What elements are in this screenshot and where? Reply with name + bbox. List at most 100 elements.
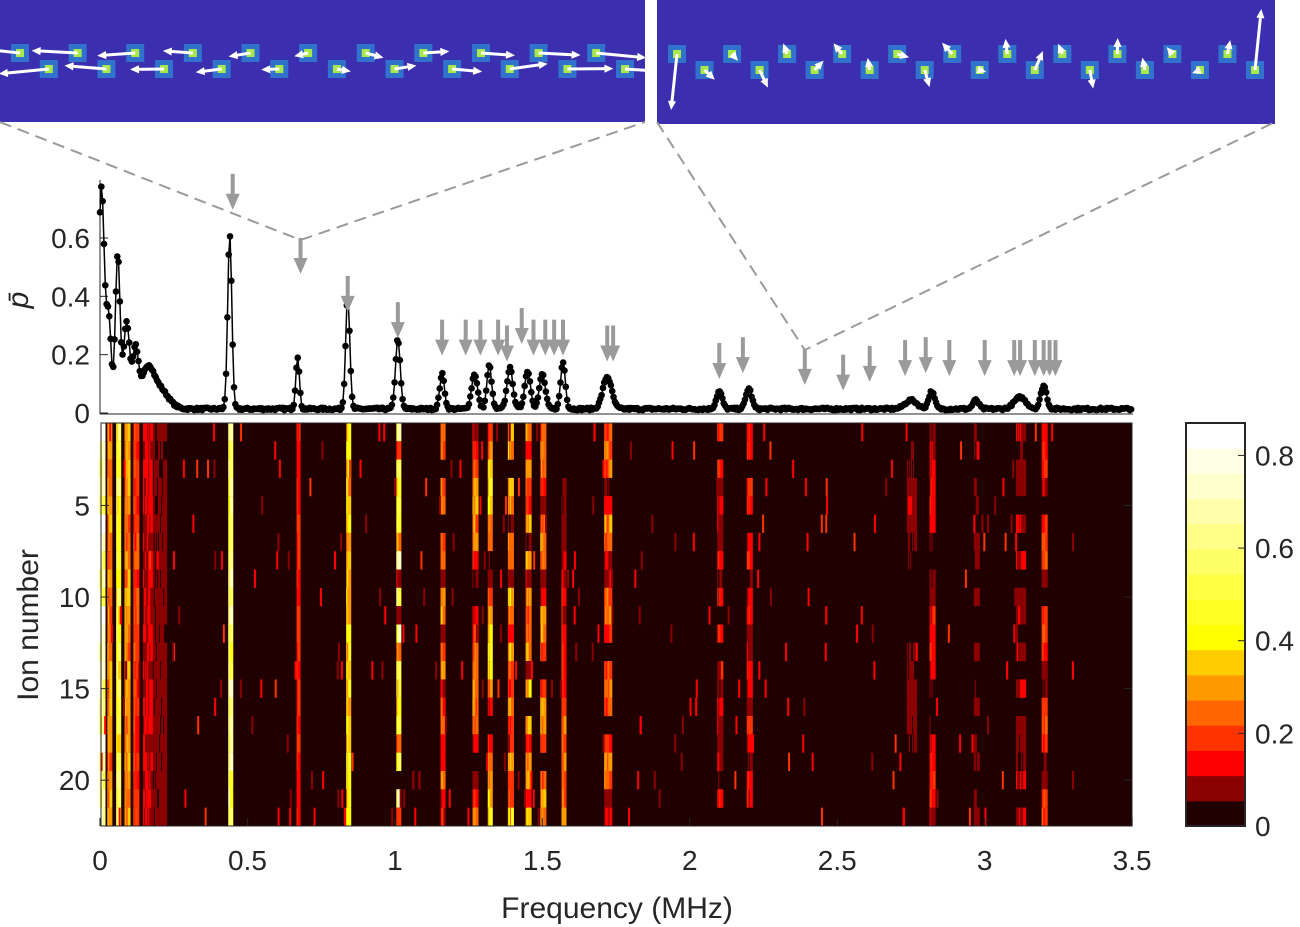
heatmap-cell xyxy=(136,459,140,478)
heatmap-cell xyxy=(1044,606,1048,625)
heatmap-cell xyxy=(127,587,131,607)
heatmap-cell xyxy=(425,477,428,497)
heatmap-cell xyxy=(109,514,113,533)
heatmap-cell xyxy=(239,679,242,698)
spectrum-point xyxy=(562,383,570,391)
heatmap-cell xyxy=(1018,606,1021,625)
colorbar-segment xyxy=(1186,448,1245,474)
colorbar-tick-label: 0.4 xyxy=(1255,626,1294,657)
spectrum-point xyxy=(1127,405,1135,413)
spectrum-point xyxy=(99,197,106,205)
heatmap-cell xyxy=(109,789,113,808)
heatmap-cell xyxy=(720,697,724,717)
displacement-arrow xyxy=(538,51,575,57)
heatmap-cell xyxy=(749,807,753,826)
heatmap-cell xyxy=(109,771,113,790)
heatmap-cell xyxy=(1072,532,1075,552)
heatmap-cell xyxy=(1019,624,1023,643)
heatmap-cell xyxy=(261,496,264,515)
heatmap-cell xyxy=(894,734,897,753)
heatmap-cell xyxy=(563,477,567,497)
heatmap-cell xyxy=(109,551,113,570)
heatmap-cell xyxy=(573,551,576,570)
spectrum-point xyxy=(508,368,515,376)
colorbar-segment xyxy=(1186,599,1245,625)
heatmap-cell xyxy=(609,679,613,698)
spectrum-point xyxy=(1044,396,1051,404)
y-axis-label: p̄ xyxy=(2,292,35,310)
heatmap-cell xyxy=(365,514,368,533)
heatmap-cell xyxy=(769,441,772,460)
spectrum-point xyxy=(1041,383,1049,391)
heatmap-cell xyxy=(769,587,772,607)
heatmap-cell xyxy=(489,642,493,662)
heatmap-cell xyxy=(573,606,576,625)
spectrum-point xyxy=(225,251,233,258)
heatmap-cell xyxy=(807,587,810,607)
spectrum-point xyxy=(541,379,548,387)
heatmap-cell xyxy=(803,697,806,717)
heatmap-cell xyxy=(932,789,936,808)
spectrum-point xyxy=(112,288,120,295)
heatmap-cell xyxy=(820,514,823,533)
heatmap-cell xyxy=(528,624,532,643)
heatmap-cell xyxy=(412,771,415,790)
heatmap-cell xyxy=(1044,642,1048,662)
heatmap-cell xyxy=(102,734,106,753)
spectrum-point xyxy=(113,253,121,260)
heatmap-cell xyxy=(885,477,888,497)
heatmap-cell xyxy=(749,679,753,698)
heatmap-cell xyxy=(932,587,936,607)
heatmap-cell xyxy=(102,697,106,717)
heatmap-cell xyxy=(475,679,479,698)
heatmap-cell xyxy=(611,606,614,625)
heatmap-cell xyxy=(398,606,402,625)
heatmap-cell xyxy=(964,569,967,588)
colorbar-segment xyxy=(1186,775,1245,802)
heatmap-cell xyxy=(297,514,301,533)
heatmap-cell xyxy=(609,441,613,460)
heatmap-cell xyxy=(438,496,441,515)
spectrum-point xyxy=(221,395,229,403)
spectrum-point xyxy=(395,339,402,347)
heatmap-cell xyxy=(127,477,131,497)
heatmap-cell xyxy=(230,496,234,515)
heatmap-cell xyxy=(749,734,753,753)
heatmap-cell xyxy=(563,771,567,790)
heatmap-cell xyxy=(639,716,642,735)
heatmap-cell xyxy=(912,441,916,460)
heatmap-cell xyxy=(749,551,753,570)
heatmap-cell xyxy=(908,441,912,460)
heatmap-cell xyxy=(528,514,532,533)
spectrum-point xyxy=(222,370,230,378)
heatmap-cell xyxy=(481,679,484,698)
heatmap-cell xyxy=(528,551,532,570)
heatmap-cell xyxy=(510,551,514,570)
heatmap-cell xyxy=(475,477,479,497)
heatmap-cell xyxy=(976,807,980,826)
heatmap-cell xyxy=(136,679,140,698)
heatmap-cell xyxy=(156,606,159,625)
heatmap-cell xyxy=(543,514,547,533)
heatmap-cell xyxy=(609,624,613,643)
heatmap-cell xyxy=(402,624,405,643)
heatmap-cell xyxy=(528,807,532,826)
heatmap-cell xyxy=(609,789,613,808)
heatmap-cell xyxy=(348,569,352,588)
spectrum-point xyxy=(486,364,494,371)
heatmap-cell xyxy=(348,734,352,753)
heatmap-cell xyxy=(127,423,131,442)
heatmap-cell xyxy=(720,771,724,790)
x-tick-label: 2.5 xyxy=(818,845,857,876)
heatmap-cell xyxy=(716,477,719,497)
heatmap-cell xyxy=(442,423,446,442)
heatmap-cell xyxy=(1020,441,1024,460)
heatmap-cell xyxy=(563,587,567,607)
heatmap-cell xyxy=(528,734,532,753)
heatmap-cell xyxy=(164,423,168,442)
heatmap-cell xyxy=(136,734,140,753)
heatmap-cell xyxy=(297,624,301,643)
heatmap-cell xyxy=(251,716,254,735)
x-tick-label: 2 xyxy=(682,845,698,876)
colorbar-tick-label: 0 xyxy=(1255,811,1271,842)
